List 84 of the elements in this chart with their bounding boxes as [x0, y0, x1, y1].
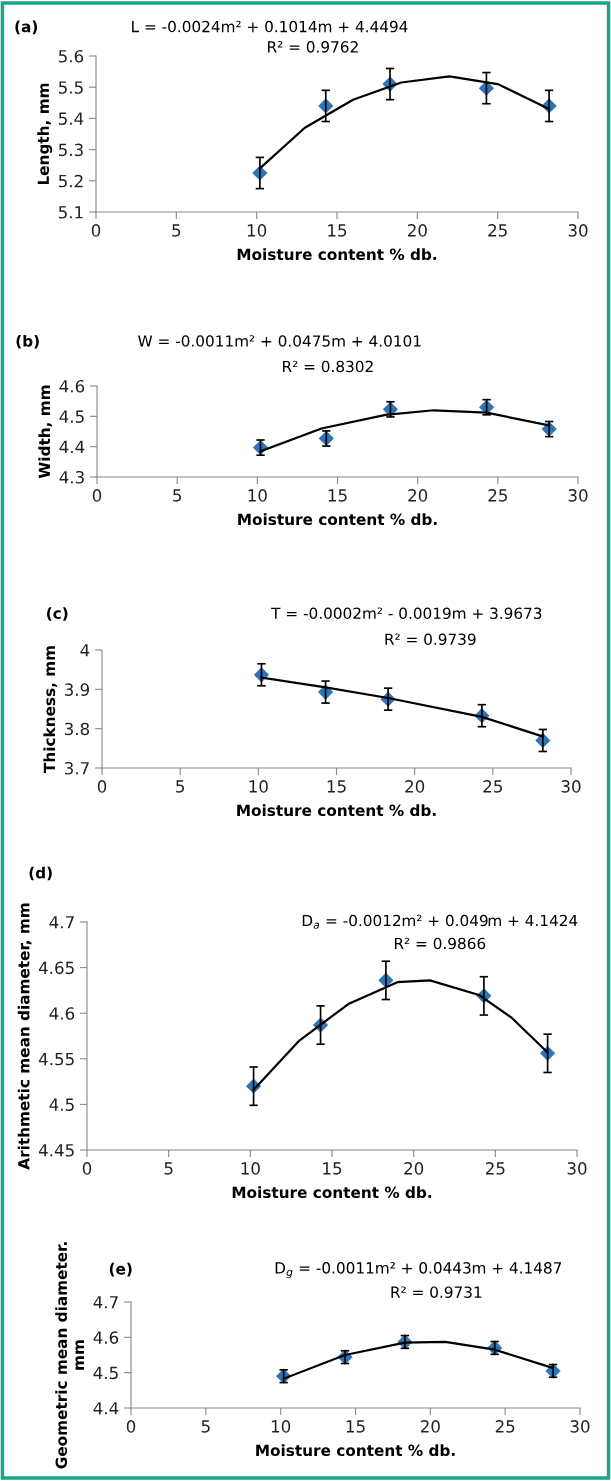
y-axis-title: Arithmetic mean diameter, mm	[17, 903, 32, 1170]
y-tick-label: 5.1	[58, 206, 83, 219]
x-tick-label: 25	[495, 1420, 515, 1433]
x-tick-label: 10	[271, 1420, 291, 1433]
x-tick-label: 0	[92, 489, 102, 502]
text: (d)	[29, 866, 52, 881]
x-tick-label: 30	[567, 1162, 587, 1175]
y-tick-label: 4.7	[49, 916, 74, 929]
x-tick-label: 30	[568, 489, 588, 502]
text: R² = 0.9762	[268, 41, 358, 53]
x-tick-label: 15	[328, 224, 347, 237]
x-tick-label: 0	[126, 1420, 136, 1433]
x-tick-label: 25	[488, 489, 507, 502]
text: D$_{g}$ = -0.0011m² + 0.0443m + 4.1487	[275, 1262, 562, 1279]
x-axis-title: Moisture content % db.	[232, 1186, 432, 1199]
x-tick-label: 25	[483, 780, 502, 793]
y-tick-label: 4.45	[38, 1144, 74, 1157]
y-tick-label: 5.6	[58, 49, 84, 63]
y-tick-label: 4.4	[93, 1402, 119, 1415]
annotation: R² = 0.9866	[394, 937, 486, 950]
text: (a)	[15, 20, 38, 35]
text: (e)	[109, 1262, 132, 1277]
y-tick-label: 4.6	[59, 379, 85, 393]
text: L = -0.0024m² + 0.1014m + 4.4494	[132, 20, 408, 33]
x-tick-label: 0	[91, 224, 101, 237]
text: (b)	[16, 334, 39, 349]
y-axis-title: Length, mm	[37, 83, 53, 185]
x-axis-title: Moisture content % db.	[237, 804, 436, 817]
y-tick-label: 5.5	[58, 81, 83, 94]
y-axis-title: Geometric mean diameter. mm	[55, 1242, 84, 1469]
text: R² = 0.9731	[391, 1286, 482, 1298]
text: W = -0.0011m² + 0.0475m + 4.0101	[138, 335, 421, 347]
x-tick-label: 25	[488, 224, 507, 237]
y-tick-label: 3.8	[64, 722, 90, 736]
x-tick-label: 5	[164, 1162, 173, 1175]
x-tick-label: 5	[173, 489, 182, 502]
y-tick-label: 4.4	[59, 440, 85, 453]
x-tick-label: 20	[407, 224, 427, 237]
y-tick-label: 5.4	[58, 112, 84, 125]
y-tick-label: 4.7	[93, 1296, 118, 1309]
y-axis-title: Width, mm	[38, 385, 53, 479]
x-tick-label: 15	[327, 780, 346, 793]
x-tick-label: 5	[176, 780, 185, 793]
x-tick-label: 30	[561, 780, 581, 793]
x-tick-label: 30	[568, 224, 588, 237]
x-tick-label: 0	[97, 780, 107, 793]
x-tick-label: 10	[247, 224, 267, 237]
y-tick-label: 5.3	[58, 143, 83, 157]
y-tick-label: 4.3	[59, 470, 84, 484]
y-tick-label: 3.9	[64, 683, 90, 696]
x-axis-title: Moisture content % db.	[256, 1444, 455, 1457]
x-tick-label: 5	[172, 224, 181, 237]
text: R² = 0.9739	[385, 633, 476, 645]
x-tick-label: 20	[420, 1420, 440, 1433]
x-tick-label: 15	[328, 489, 347, 502]
x-tick-label: 10	[249, 780, 268, 793]
y-tick-label: 5.2	[58, 174, 83, 188]
x-tick-label: 0	[82, 1162, 92, 1175]
x-axis-title: Moisture content % db.	[237, 248, 437, 261]
y-tick-label: 4.5	[49, 1098, 74, 1111]
y-tick-label: 4.65	[38, 961, 74, 975]
y-tick-label: 4.6	[49, 1007, 75, 1020]
y-tick-label: 4	[80, 644, 90, 657]
x-tick-label: 20	[405, 780, 425, 793]
x-tick-label: 10	[241, 1162, 260, 1175]
y-tick-label: 4.6	[93, 1331, 119, 1344]
x-tick-label: 5	[201, 1420, 210, 1433]
text: R² = 0.8302	[283, 360, 373, 373]
y-tick-label: 4.55	[38, 1052, 74, 1066]
text: T = -0.0002m² - 0.0019m + 3.9673	[271, 607, 542, 620]
x-tick-label: 15	[323, 1162, 342, 1175]
text: (c)	[47, 607, 68, 621]
x-tick-label: 15	[346, 1420, 365, 1433]
y-tick-label: 4.5	[93, 1366, 118, 1380]
x-axis-title: Moisture content % db.	[238, 513, 437, 526]
x-tick-label: 20	[404, 1162, 424, 1175]
annotation: D$_{a}$ = -0.0012m² + 0.049m + 4.1424	[302, 914, 578, 929]
x-tick-label: 30	[570, 1420, 590, 1433]
x-tick-label: 25	[485, 1162, 505, 1175]
y-tick-label: 4.5	[59, 410, 84, 423]
y-axis-title: Thickness, mm	[43, 646, 58, 773]
x-tick-label: 10	[248, 489, 267, 502]
y-tick-label: 3.7	[64, 761, 89, 775]
x-tick-label: 20	[408, 489, 428, 502]
